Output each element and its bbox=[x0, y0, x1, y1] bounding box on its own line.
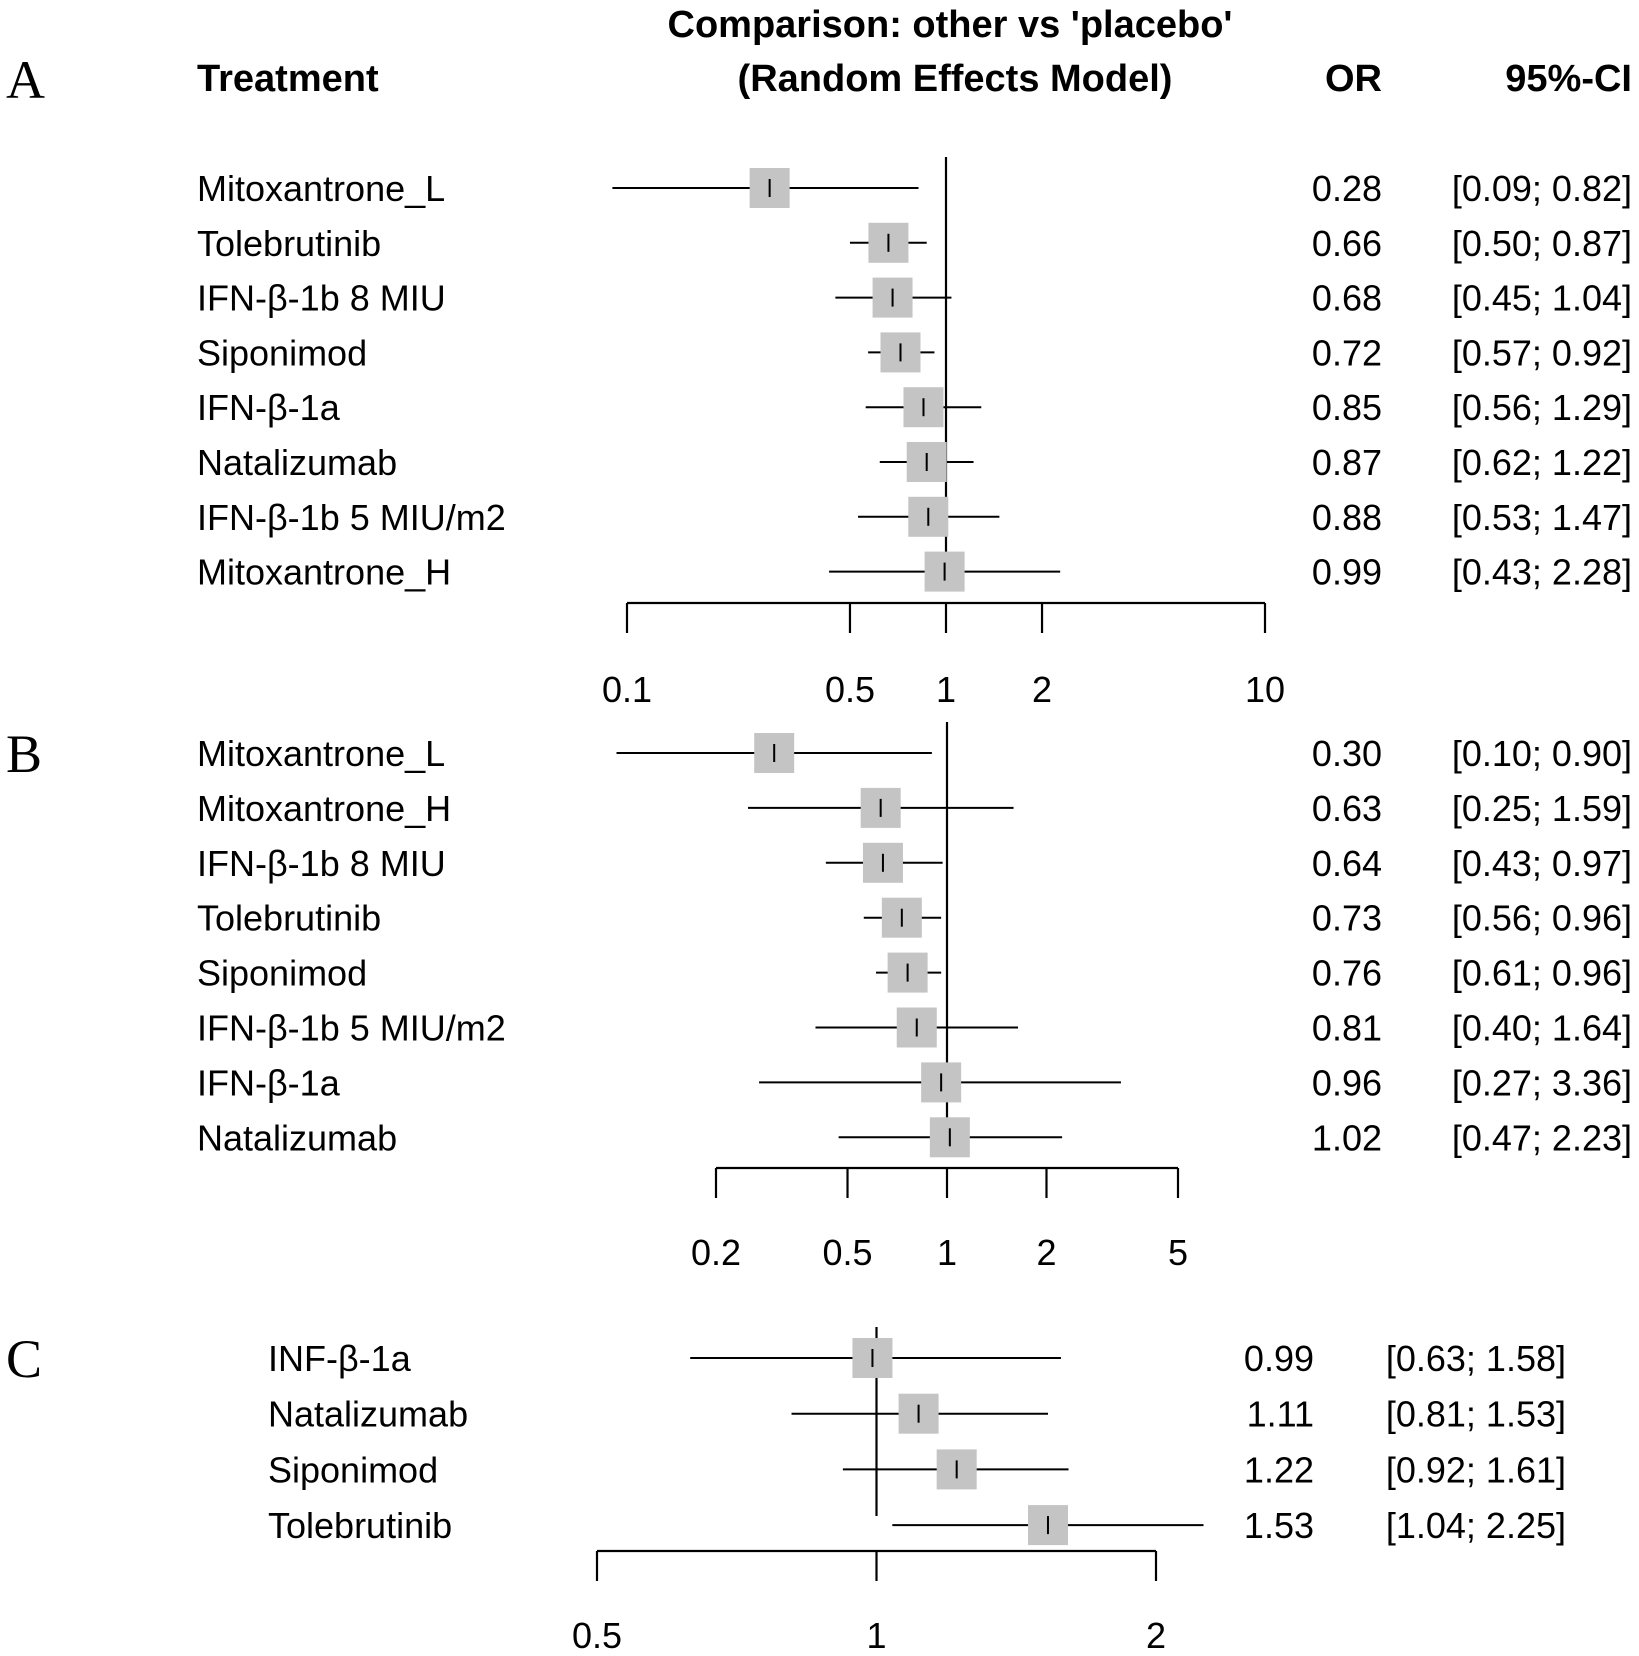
x-tick-label: 2 bbox=[1032, 669, 1052, 710]
panel-letter: B bbox=[6, 724, 42, 784]
treatment-label: Mitoxantrone_L bbox=[197, 733, 445, 774]
treatment-label: Natalizumab bbox=[197, 442, 397, 483]
ci-value: [0.81; 1.53] bbox=[1386, 1394, 1566, 1435]
x-tick-label: 2 bbox=[1036, 1232, 1056, 1273]
or-value: 0.99 bbox=[1244, 1338, 1314, 1379]
or-value: 1.53 bbox=[1244, 1505, 1314, 1546]
or-column-header: OR bbox=[1325, 58, 1382, 100]
ci-value: [0.56; 1.29] bbox=[1452, 387, 1632, 428]
ci-value: [0.63; 1.58] bbox=[1386, 1338, 1566, 1379]
ci-value: [0.40; 1.64] bbox=[1452, 1008, 1632, 1049]
ci-value: [0.56; 0.96] bbox=[1452, 898, 1632, 939]
panel-b: B 0.2 0.5 1 2 5 Mitoxantrone_L 0.30 [0.10; 0.90… bbox=[6, 722, 1632, 1273]
or-value: 0.63 bbox=[1312, 788, 1382, 829]
or-value: 0.72 bbox=[1312, 332, 1382, 373]
or-value: 0.73 bbox=[1312, 898, 1382, 939]
ci-value: [0.10; 0.90] bbox=[1452, 733, 1632, 774]
treatment-label: Siponimod bbox=[268, 1449, 438, 1490]
panel-letter: C bbox=[6, 1329, 42, 1389]
treatment-label: INF-β-1a bbox=[268, 1338, 412, 1379]
or-value: 0.30 bbox=[1312, 733, 1382, 774]
ci-value: [0.09; 0.82] bbox=[1452, 168, 1632, 209]
ci-value: [0.47; 2.23] bbox=[1452, 1117, 1632, 1158]
ci-value: [0.50; 0.87] bbox=[1452, 223, 1632, 264]
treatment-label: Siponimod bbox=[197, 332, 367, 373]
ci-value: [0.62; 1.22] bbox=[1452, 442, 1632, 483]
x-tick-label: 0.5 bbox=[825, 669, 875, 710]
or-value: 0.88 bbox=[1312, 497, 1382, 538]
panel-c: C 0.5 1 2 INF-β-1a 0.99 [0.63; 1.58] Natalizum… bbox=[6, 1327, 1566, 1656]
treatment-label: Mitoxantrone_L bbox=[197, 168, 445, 209]
model-subtitle: (Random Effects Model) bbox=[738, 58, 1173, 100]
ci-column-header: 95%-CI bbox=[1505, 58, 1632, 100]
ci-value: [0.53; 1.47] bbox=[1452, 497, 1632, 538]
or-value: 0.64 bbox=[1312, 843, 1382, 884]
treatment-label: IFN-β-1b 5 MIU/m2 bbox=[197, 497, 506, 538]
treatment-label: Mitoxantrone_H bbox=[197, 552, 451, 593]
treatment-label: Tolebrutinib bbox=[197, 898, 381, 939]
x-tick-label: 0.1 bbox=[602, 669, 652, 710]
x-tick-label: 1 bbox=[866, 1615, 886, 1656]
treatment-label: Natalizumab bbox=[268, 1394, 468, 1435]
treatment-label: IFN-β-1a bbox=[197, 1062, 341, 1103]
x-tick-label: 0.2 bbox=[691, 1232, 741, 1273]
panel-letter: A bbox=[6, 50, 45, 110]
treatment-label: Tolebrutinib bbox=[197, 223, 381, 264]
ci-value: [0.92; 1.61] bbox=[1386, 1449, 1566, 1490]
treatment-label: Tolebrutinib bbox=[268, 1505, 452, 1546]
or-value: 0.96 bbox=[1312, 1062, 1382, 1103]
or-value: 0.81 bbox=[1312, 1008, 1382, 1049]
or-value: 0.68 bbox=[1312, 278, 1382, 319]
treatment-label: IFN-β-1b 8 MIU bbox=[197, 843, 446, 884]
or-value: 0.66 bbox=[1312, 223, 1382, 264]
or-value: 1.22 bbox=[1244, 1449, 1314, 1490]
ci-value: [0.61; 0.96] bbox=[1452, 953, 1632, 994]
or-value: 0.85 bbox=[1312, 387, 1382, 428]
x-tick-label: 2 bbox=[1146, 1615, 1166, 1656]
or-value: 0.99 bbox=[1312, 552, 1382, 593]
ci-value: [0.43; 0.97] bbox=[1452, 843, 1632, 884]
ci-value: [1.04; 2.25] bbox=[1386, 1505, 1566, 1546]
treatment-label: Natalizumab bbox=[197, 1117, 397, 1158]
or-value: 0.76 bbox=[1312, 953, 1382, 994]
x-tick-label: 1 bbox=[937, 1232, 957, 1273]
x-tick-label: 0.5 bbox=[822, 1232, 872, 1273]
or-value: 1.02 bbox=[1312, 1117, 1382, 1158]
ci-value: [0.27; 3.36] bbox=[1452, 1062, 1632, 1103]
treatment-label: IFN-β-1b 8 MIU bbox=[197, 278, 446, 319]
ci-value: [0.43; 2.28] bbox=[1452, 552, 1632, 593]
or-value: 1.11 bbox=[1247, 1394, 1314, 1435]
treatment-label: Mitoxantrone_H bbox=[197, 788, 451, 829]
panel-a: A 0.1 0.5 1 2 10 Mitoxantrone_L 0.28 [0.09; 0.8… bbox=[6, 50, 1632, 710]
or-value: 0.28 bbox=[1312, 168, 1382, 209]
x-tick-label: 5 bbox=[1168, 1232, 1188, 1273]
ci-value: [0.45; 1.04] bbox=[1452, 278, 1632, 319]
ci-value: [0.25; 1.59] bbox=[1452, 788, 1632, 829]
comparison-title: Comparison: other vs 'placebo' bbox=[668, 4, 1233, 46]
x-tick-label: 1 bbox=[936, 669, 956, 710]
treatment-column-header: Treatment bbox=[197, 58, 379, 100]
treatment-label: IFN-β-1a bbox=[197, 387, 341, 428]
treatment-label: Siponimod bbox=[197, 953, 367, 994]
ci-value: [0.57; 0.92] bbox=[1452, 332, 1632, 373]
x-tick-label: 10 bbox=[1245, 669, 1285, 710]
treatment-label: IFN-β-1b 5 MIU/m2 bbox=[197, 1008, 506, 1049]
or-value: 0.87 bbox=[1312, 442, 1382, 483]
x-tick-label: 0.5 bbox=[572, 1615, 622, 1656]
